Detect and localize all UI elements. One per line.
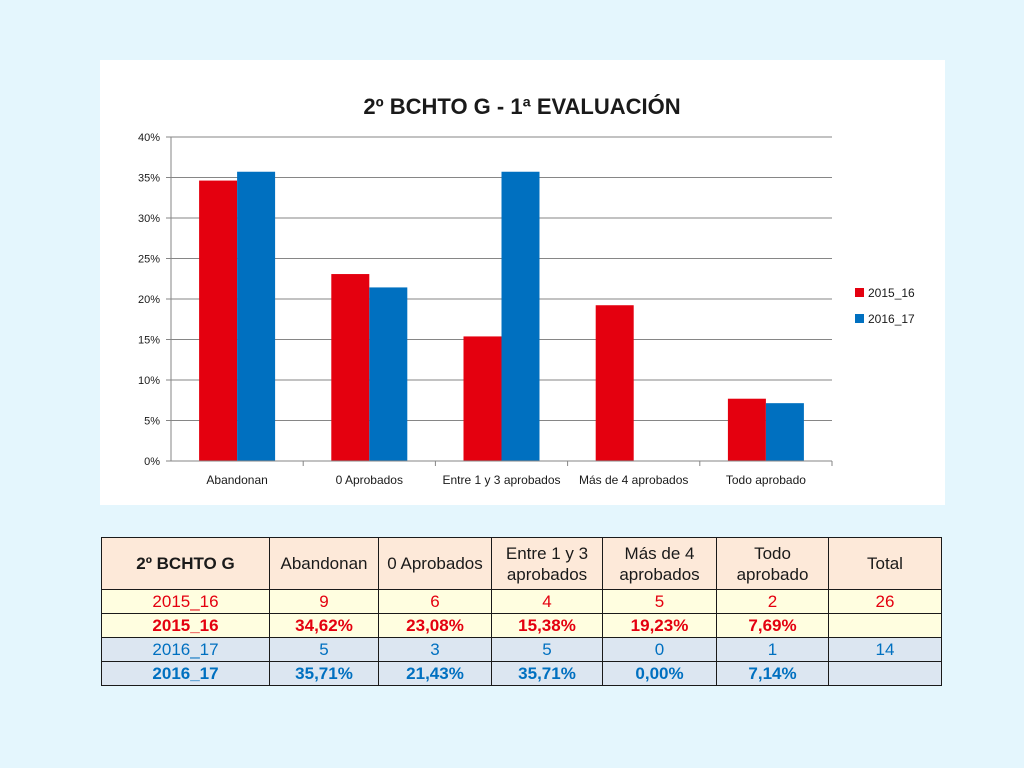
table-cell — [828, 661, 942, 686]
table-cell: 0,00% — [602, 661, 717, 686]
bar-chart: 2º BCHTO G - 1ª EVALUACIÓN 0% 5% 10% 15% 20%… — [138, 94, 915, 487]
y-tick-label: 0% — [144, 456, 160, 468]
table-cell: 35,71% — [269, 661, 379, 686]
table-cell: 1 — [716, 637, 829, 662]
bar — [501, 171, 540, 461]
table-row: 2016_17 5 3 5 0 1 14 — [101, 637, 942, 662]
table-cell: 7,14% — [716, 661, 829, 686]
y-tick-label: 10% — [138, 375, 160, 387]
legend-swatch — [855, 314, 864, 323]
table-cell: 2015_16 — [101, 613, 270, 638]
table-cell: 35,71% — [491, 661, 603, 686]
table-header-row: 2º BCHTO G Abandonan 0 Aprobados Entre 1… — [101, 537, 942, 590]
table-cell: 2015_16 — [101, 589, 270, 614]
y-tick-label: 25% — [138, 254, 160, 266]
bar — [595, 305, 634, 461]
table-cell: 26 — [828, 589, 942, 614]
bars — [199, 171, 804, 461]
table-cell: 3 — [378, 637, 492, 662]
table-header-cell: 2º BCHTO G — [101, 537, 270, 590]
legend: 2015_16 2016_17 — [855, 286, 915, 326]
table-cell: 6 — [378, 589, 492, 614]
chart-title: 2º BCHTO G - 1ª EVALUACIÓN — [363, 94, 680, 119]
legend-label: 2016_17 — [868, 312, 915, 326]
y-tick-label: 35% — [138, 173, 160, 185]
data-table: 2º BCHTO G Abandonan 0 Aprobados Entre 1… — [101, 537, 942, 686]
table-cell: 15,38% — [491, 613, 603, 638]
table-header-cell: Más de 4 aprobados — [602, 537, 717, 590]
bar — [331, 274, 370, 461]
y-tick-label: 20% — [138, 294, 160, 306]
table-cell: 5 — [602, 589, 717, 614]
bar — [765, 403, 804, 461]
table-cell: 7,69% — [716, 613, 829, 638]
table-header-cell: Todo aprobado — [716, 537, 829, 590]
y-tick-label: 15% — [138, 335, 160, 347]
x-tick-label: Abandonan — [206, 473, 267, 487]
table-cell: 19,23% — [602, 613, 717, 638]
bar — [463, 336, 502, 461]
bar — [199, 180, 238, 461]
y-tick-label: 40% — [138, 132, 160, 144]
bar — [369, 287, 408, 461]
x-tick-label: Entre 1 y 3 aprobados — [442, 473, 560, 487]
x-tick-label: 0 Aprobados — [336, 473, 403, 487]
table-row: 2015_16 34,62% 23,08% 15,38% 19,23% 7,69… — [101, 613, 942, 638]
table-header-cell: 0 Aprobados — [378, 537, 492, 590]
x-tick-label: Todo aprobado — [726, 473, 806, 487]
table-cell — [828, 613, 942, 638]
table-header-cell: Total — [828, 537, 942, 590]
y-tick-label: 30% — [138, 213, 160, 225]
table-row: 2015_16 9 6 4 5 2 26 — [101, 589, 942, 614]
table-header-cell: Abandonan — [269, 537, 379, 590]
table-cell: 2016_17 — [101, 661, 270, 686]
y-tick-label: 5% — [144, 416, 160, 428]
bar — [727, 398, 766, 461]
table-cell: 23,08% — [378, 613, 492, 638]
table-cell: 2 — [716, 589, 829, 614]
table-cell: 5 — [491, 637, 603, 662]
axes: 0% 5% 10% 15% 20% 25% 30% 35% 40% Abandonan 0 Apro… — [138, 132, 833, 487]
chart-area: 2º BCHTO G - 1ª EVALUACIÓN 0% 5% 10% 15% 20%… — [100, 60, 945, 505]
bar — [237, 171, 276, 461]
table-cell: 21,43% — [378, 661, 492, 686]
x-tick-label: Más de 4 aprobados — [579, 473, 688, 487]
table-cell: 0 — [602, 637, 717, 662]
legend-swatch — [855, 288, 864, 297]
table-cell: 9 — [269, 589, 379, 614]
table-cell: 5 — [269, 637, 379, 662]
table-cell: 4 — [491, 589, 603, 614]
table-cell: 34,62% — [269, 613, 379, 638]
table-cell: 14 — [828, 637, 942, 662]
table-row: 2016_17 35,71% 21,43% 35,71% 0,00% 7,14% — [101, 661, 942, 686]
table-cell: 2016_17 — [101, 637, 270, 662]
legend-label: 2015_16 — [868, 286, 915, 300]
table-header-cell: Entre 1 y 3 aprobados — [491, 537, 603, 590]
